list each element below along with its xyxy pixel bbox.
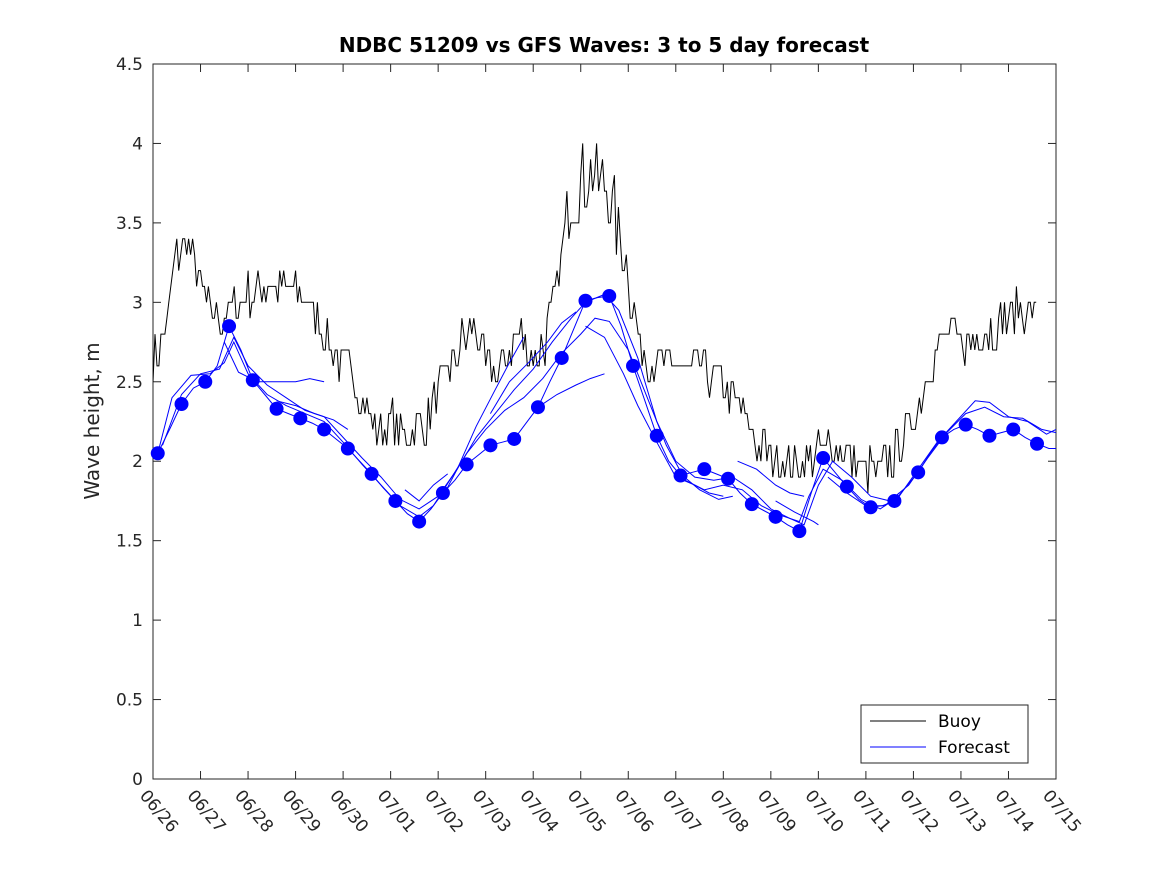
forecast-marker	[150, 446, 165, 461]
forecast-marker	[934, 430, 949, 445]
y-tick-label: 2.5	[116, 373, 143, 393]
y-tick-label: 1.5	[116, 532, 143, 552]
forecast-series-line	[737, 460, 805, 497]
forecast-marker	[649, 428, 664, 443]
y-tick-label: 0	[132, 770, 143, 790]
forecast-marker	[222, 319, 237, 334]
forecast-marker	[863, 500, 878, 515]
forecast-marker	[269, 401, 284, 416]
y-tick-label: 4.5	[116, 55, 143, 75]
axes-box	[152, 63, 1057, 780]
forecast-marker	[412, 514, 427, 529]
chart-title: NDBC 51209 vs GFS Waves: 3 to 5 day fore…	[339, 33, 870, 57]
forecast-marker	[911, 465, 926, 480]
y-tick-label: 1	[132, 611, 143, 631]
plot-area: 00.511.522.533.544.506/26 06/27 06/28 06/29…	[116, 55, 1085, 837]
forecast-marker	[388, 493, 403, 508]
buoy-series-line	[153, 143, 1037, 494]
forecast-marker	[697, 462, 712, 477]
forecast-marker	[317, 422, 332, 437]
forecast-marker	[198, 374, 213, 389]
forecast-series-line	[442, 337, 525, 497]
y-tick-label: 0.5	[116, 691, 143, 711]
forecast-marker	[435, 486, 450, 500]
forecast-marker	[554, 350, 569, 365]
forecast-marker	[293, 411, 308, 426]
forecast-marker	[768, 509, 783, 524]
forecast-marker	[483, 438, 498, 453]
forecast-marker	[982, 428, 997, 443]
forecast-series-line	[489, 311, 577, 414]
forecast-marker	[744, 497, 759, 512]
legend-label: Buoy	[938, 712, 981, 732]
forecast-marker	[245, 373, 260, 388]
forecast-marker	[174, 397, 189, 412]
y-tick-label: 3.5	[116, 214, 143, 234]
y-tick-label: 4	[132, 134, 143, 154]
forecast-marker	[602, 288, 617, 303]
forecast-marker	[958, 417, 973, 432]
forecast-marker	[340, 441, 355, 456]
forecast-marker	[578, 293, 593, 308]
forecast-marker	[1006, 422, 1021, 437]
forecast-marker	[673, 468, 688, 483]
forecast-marker	[459, 457, 474, 472]
forecast-marker	[1029, 436, 1044, 451]
legend-box	[860, 704, 1029, 764]
forecast-series-line	[157, 317, 1056, 523]
forecast-marker	[816, 451, 831, 466]
y-tick-label: 2	[132, 452, 143, 472]
forecast-series-line	[223, 341, 325, 383]
y-tick-label: 3	[132, 293, 143, 313]
forecast-series-line	[537, 373, 605, 408]
forecast-marker	[626, 358, 641, 373]
forecast-series-line	[276, 400, 349, 430]
legend-label: Forecast	[938, 738, 1010, 758]
forecast-marker	[839, 479, 854, 494]
forecast-marker	[887, 493, 902, 508]
forecast-series-line	[775, 500, 819, 526]
forecast-series-line	[680, 473, 733, 500]
forecast-marker	[364, 466, 379, 481]
y-axis-label: Wave height, m	[80, 342, 104, 499]
forecast-marker	[530, 400, 545, 415]
forecast-marker	[507, 431, 522, 446]
forecast-marker	[792, 524, 807, 539]
forecast-series-line	[404, 473, 449, 502]
forecast-marker	[721, 471, 736, 486]
